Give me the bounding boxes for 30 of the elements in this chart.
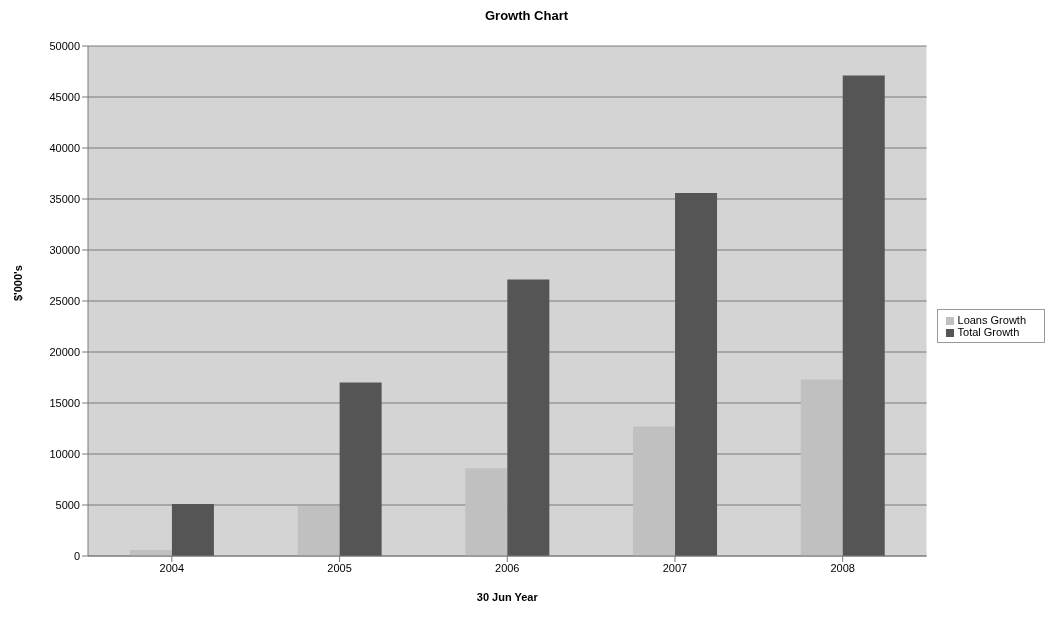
y-tick-label: 15000 xyxy=(49,396,80,409)
y-tick-label: 0 xyxy=(73,549,80,562)
bar xyxy=(339,382,382,556)
x-tick-label: 2006 xyxy=(495,561,520,574)
y-tick-label: 50000 xyxy=(49,39,80,52)
y-tick-label: 20000 xyxy=(49,345,80,358)
legend-label: Loans Growth xyxy=(957,314,1026,326)
y-tick-label: 10000 xyxy=(49,447,80,460)
legend-label: Total Growth xyxy=(957,326,1020,338)
x-tick-label: 2008 xyxy=(830,561,855,574)
y-tick-label: 25000 xyxy=(49,294,80,307)
x-tick-label: 2007 xyxy=(662,561,688,574)
bar xyxy=(171,503,214,556)
y-tick-label: 5000 xyxy=(55,498,80,511)
chart-title: Growth Chart xyxy=(483,8,570,23)
x-tick-label: 2004 xyxy=(159,561,185,574)
bar xyxy=(842,75,885,556)
bar xyxy=(507,279,550,556)
bar xyxy=(675,192,718,556)
y-tick-label: 40000 xyxy=(49,141,80,154)
bar xyxy=(633,426,676,556)
bar xyxy=(297,506,340,556)
bar xyxy=(800,379,843,556)
y-tick-label: 30000 xyxy=(49,243,80,256)
y-axis-title: $'000's xyxy=(11,265,24,301)
y-tick-label: 45000 xyxy=(49,90,80,103)
x-tick-label: 2005 xyxy=(327,561,352,574)
x-axis-title: 30 Jun Year xyxy=(476,591,539,603)
y-tick-label: 35000 xyxy=(49,192,80,205)
bar xyxy=(465,468,508,556)
